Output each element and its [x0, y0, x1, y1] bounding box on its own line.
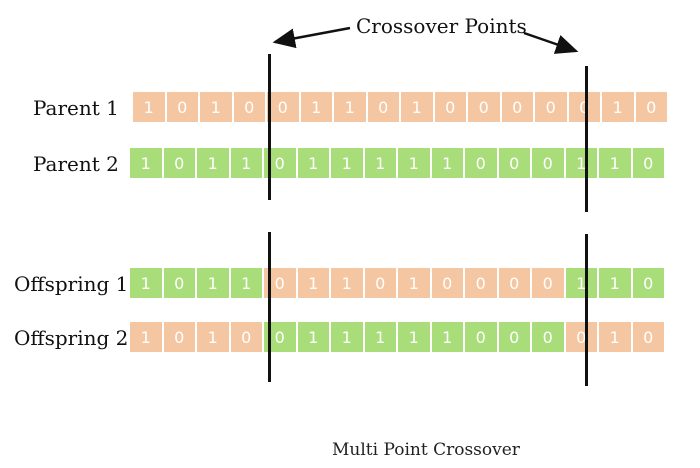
- gene-cell: 1: [599, 322, 631, 352]
- gene-cell: 1: [297, 268, 329, 298]
- gene-cell: 1: [398, 322, 430, 352]
- left-arrow: [272, 26, 351, 49]
- gene-cell: 0: [163, 322, 195, 352]
- gene-cell: 0: [163, 268, 195, 298]
- crossover-line-2-top: [585, 66, 588, 212]
- gene-cell: 0: [498, 268, 530, 298]
- gene-cell: 0: [468, 92, 500, 122]
- gene-cell: 0: [434, 92, 466, 122]
- gene-cell: 0: [632, 322, 664, 352]
- gene-cell: 1: [364, 322, 396, 352]
- gene-cell: 0: [565, 322, 597, 352]
- gene-cell: 1: [602, 92, 634, 122]
- gene-cell: 1: [599, 268, 631, 298]
- gene-cell: 0: [632, 148, 664, 178]
- gene-cell: 0: [267, 92, 299, 122]
- gene-cell: 0: [535, 92, 567, 122]
- gene-cell: 1: [331, 268, 363, 298]
- gene-cell: 1: [565, 148, 597, 178]
- gene-cell: 1: [130, 268, 162, 298]
- gene-cell: 0: [532, 148, 564, 178]
- gene-cell: 1: [599, 148, 631, 178]
- gene-cell: 0: [233, 92, 265, 122]
- gene-cell: 1: [197, 148, 229, 178]
- gene-cell: 1: [230, 268, 262, 298]
- gene-cell: 1: [200, 92, 232, 122]
- row-label-2: Parent 2: [33, 152, 119, 176]
- gene-cell: 0: [163, 148, 195, 178]
- crossover-line-1-top: [268, 54, 271, 200]
- right-arrow: [523, 31, 579, 54]
- gene-cell: 1: [431, 322, 463, 352]
- gene-cell: 1: [364, 148, 396, 178]
- gene-cell: 1: [297, 148, 329, 178]
- chromosome-row-1: 1010011010000010: [133, 92, 667, 122]
- crossover-line-2-bottom: [585, 234, 588, 386]
- gene-cell: 1: [398, 148, 430, 178]
- row-label-1: Parent 1: [33, 96, 119, 120]
- gene-cell: 1: [334, 92, 366, 122]
- gene-cell: 0: [465, 148, 497, 178]
- gene-cell: 0: [498, 148, 530, 178]
- gene-cell: 1: [398, 268, 430, 298]
- gene-cell: 1: [230, 148, 262, 178]
- gene-cell: 0: [532, 268, 564, 298]
- gene-cell: 1: [130, 148, 162, 178]
- gene-cell: 1: [197, 268, 229, 298]
- gene-cell: 0: [465, 268, 497, 298]
- gene-cell: 1: [133, 92, 165, 122]
- crossover-line-1-bottom: [268, 232, 271, 382]
- gene-cell: 0: [367, 92, 399, 122]
- gene-cell: 1: [300, 92, 332, 122]
- gene-cell: 0: [364, 268, 396, 298]
- gene-cell: 0: [501, 92, 533, 122]
- row-label-4: Offspring 2: [14, 326, 129, 350]
- gene-cell: 0: [166, 92, 198, 122]
- diagram-title: Crossover Points: [356, 14, 527, 38]
- gene-cell: 0: [632, 268, 664, 298]
- diagram-caption: Multi Point Crossover: [332, 440, 520, 460]
- gene-cell: 1: [431, 148, 463, 178]
- gene-cell: 1: [130, 322, 162, 352]
- gene-cell: 0: [498, 322, 530, 352]
- gene-cell: 0: [568, 92, 600, 122]
- gene-cell: 1: [331, 148, 363, 178]
- gene-cell: 1: [401, 92, 433, 122]
- gene-cell: 0: [230, 322, 262, 352]
- gene-cell: 0: [635, 92, 667, 122]
- gene-cell: 1: [331, 322, 363, 352]
- gene-cell: 1: [297, 322, 329, 352]
- gene-cell: 0: [532, 322, 564, 352]
- gene-cell: 0: [465, 322, 497, 352]
- gene-cell: 0: [431, 268, 463, 298]
- gene-cell: 1: [565, 268, 597, 298]
- row-label-3: Offspring 1: [14, 272, 129, 296]
- gene-cell: 1: [197, 322, 229, 352]
